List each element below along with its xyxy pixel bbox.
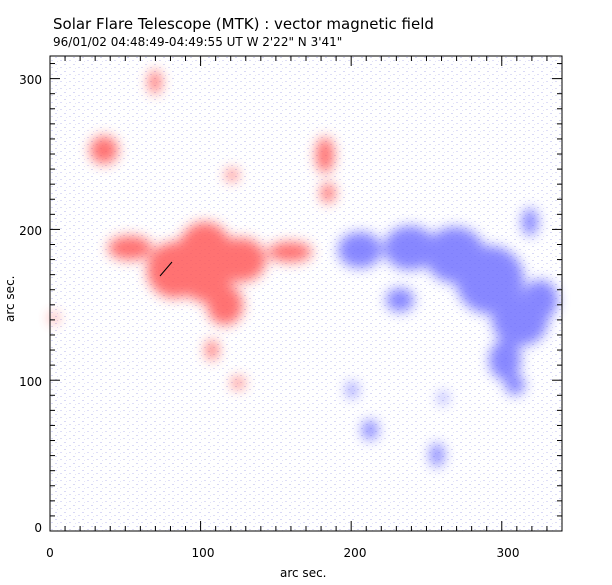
field-vector [159, 261, 173, 277]
y-tick-label-100: 100 [19, 375, 42, 389]
x-tick-label-100: 100 [191, 546, 215, 560]
y-tick-label-300: 300 [19, 73, 42, 87]
y-tick-label-200: 200 [19, 224, 42, 238]
figure-title: Solar Flare Telescope (MTK) : vector mag… [53, 15, 434, 33]
x-tick-label-300: 300 [496, 546, 520, 560]
x-axis-label: arc sec. [280, 566, 327, 580]
negative-polarity-region [338, 208, 558, 467]
figure-subtitle: 96/01/02 04:48:49-04:49:55 UT W 2'22" N … [53, 35, 343, 49]
positive-polarity-region [50, 70, 335, 389]
y-tick-label-0: 0 [34, 521, 42, 535]
y-axis-label: arc sec. [3, 275, 17, 322]
x-tick-label-0: 0 [46, 546, 54, 560]
x-tick-label-200: 200 [343, 546, 367, 560]
axis-ticks [49, 56, 563, 532]
